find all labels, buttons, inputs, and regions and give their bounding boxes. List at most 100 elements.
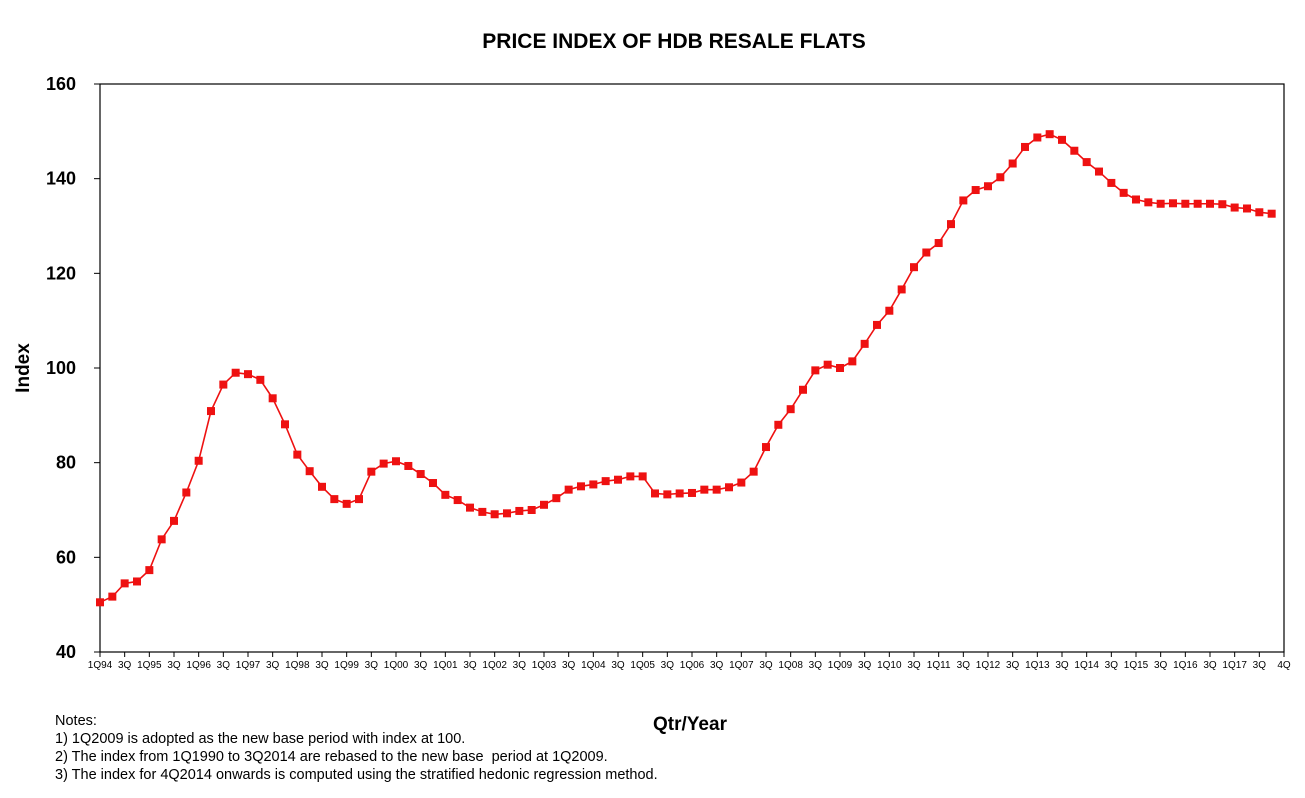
- x-tick-label: 3Q: [1154, 660, 1168, 671]
- data-point: [651, 489, 659, 498]
- y-tick-label: 100: [46, 358, 76, 378]
- data-point: [503, 509, 511, 518]
- data-point: [1058, 135, 1066, 144]
- y-tick-label: 160: [46, 74, 76, 94]
- x-tick-label: 3Q: [513, 660, 527, 671]
- data-point: [145, 566, 154, 575]
- data-point: [540, 500, 548, 509]
- x-tick-label: 3Q: [1105, 660, 1119, 671]
- x-tick-label: 1Q03: [532, 660, 557, 671]
- x-tick-label: 1Q13: [1025, 660, 1050, 671]
- x-tick-label: 1Q05: [630, 660, 655, 671]
- data-point: [527, 506, 536, 514]
- data-point: [564, 485, 573, 494]
- data-point: [601, 477, 610, 486]
- x-tick-label: 1Q95: [137, 660, 162, 671]
- data-point: [922, 248, 931, 257]
- data-point: [1082, 158, 1091, 167]
- data-point: [947, 220, 955, 229]
- x-tick-label: 3Q: [907, 660, 921, 671]
- series-line: [99, 133, 1272, 604]
- x-tick-label: 3Q: [1253, 660, 1267, 671]
- data-point: [441, 490, 450, 499]
- notes-heading: Notes:: [55, 713, 97, 729]
- data-point: [416, 470, 425, 479]
- y-tick-label: 60: [56, 547, 76, 567]
- data-point: [182, 488, 191, 497]
- data-point: [219, 380, 228, 389]
- x-tick-label: 3Q: [858, 660, 872, 671]
- y-axis-label: Index: [13, 343, 34, 393]
- data-point: [971, 186, 980, 195]
- data-point: [614, 475, 622, 484]
- x-tick-label: 3Q: [1006, 660, 1020, 671]
- data-point: [342, 499, 351, 508]
- notes: Notes: 1) 1Q2009 is adopted as the new b…: [55, 712, 658, 784]
- data-point: [860, 339, 869, 348]
- data-point: [1070, 146, 1079, 155]
- data-point: [318, 482, 326, 491]
- data-point: [170, 516, 178, 525]
- plot-area: [99, 83, 1285, 653]
- x-tick-label: 3Q: [661, 660, 675, 671]
- data-point: [1267, 209, 1276, 218]
- data-point: [478, 507, 487, 516]
- data-point: [1230, 203, 1239, 212]
- x-tick-label: 3Q: [365, 660, 379, 671]
- data-point: [466, 503, 474, 512]
- data-point: [836, 364, 844, 372]
- x-tick-label: 1Q17: [1222, 660, 1247, 671]
- data-point: [1218, 200, 1227, 209]
- data-point: [1045, 130, 1054, 139]
- data-point: [1021, 142, 1029, 151]
- data-point: [1206, 199, 1214, 208]
- data-point: [737, 478, 746, 487]
- x-tick-label: 1Q02: [482, 660, 507, 671]
- data-point: [120, 579, 129, 588]
- y-tick-label: 120: [46, 263, 76, 283]
- x-tick-label: 1Q12: [976, 660, 1001, 671]
- y-tick-label: 80: [56, 453, 76, 473]
- data-point: [1144, 198, 1153, 207]
- note-3: 3) The index for 4Q2014 onwards is compu…: [55, 767, 658, 783]
- data-point: [848, 357, 857, 366]
- x-tick-label: 1Q07: [729, 660, 754, 671]
- data-point: [490, 510, 499, 519]
- data-point: [244, 370, 252, 379]
- data-point: [823, 360, 832, 369]
- y-tick-label: 40: [56, 642, 76, 662]
- data-point: [996, 173, 1005, 182]
- data-point: [207, 407, 215, 416]
- data-point: [194, 456, 203, 465]
- x-tick-label: 1Q99: [334, 660, 359, 671]
- x-tick-label: 1Q01: [433, 660, 458, 671]
- data-point: [910, 263, 918, 272]
- data-point: [799, 385, 807, 394]
- x-tick-label: 3Q: [1203, 660, 1217, 671]
- data-point: [453, 496, 462, 505]
- x-tick-label: 3Q: [315, 660, 329, 671]
- data-point: [1095, 167, 1103, 176]
- data-point: [367, 467, 376, 476]
- data-point: [1033, 133, 1042, 142]
- data-point: [725, 483, 733, 492]
- data-point: [762, 443, 770, 452]
- x-tick-label: 1Q16: [1173, 660, 1198, 671]
- data-point: [688, 488, 696, 497]
- x-axis-label: Qtr/Year: [653, 714, 728, 735]
- x-tick-label: 1Q15: [1124, 660, 1149, 671]
- x-tick-label: 3Q: [562, 660, 576, 671]
- data-point: [712, 485, 721, 494]
- y-axis: 40 60 80 100 120 140 160: [46, 74, 100, 662]
- x-tick-label: 1Q08: [778, 660, 803, 671]
- data-point: [786, 405, 795, 414]
- data-point: [1169, 199, 1177, 208]
- x-tick-label: 1Q97: [236, 660, 261, 671]
- data-point: [934, 239, 943, 248]
- data-point: [515, 506, 524, 515]
- x-tick-label: 1Q06: [680, 660, 705, 671]
- x-tick-label: 3Q: [463, 660, 477, 671]
- data-point: [293, 450, 302, 459]
- x-tick-label: 1Q96: [186, 660, 211, 671]
- data-point: [1156, 199, 1165, 208]
